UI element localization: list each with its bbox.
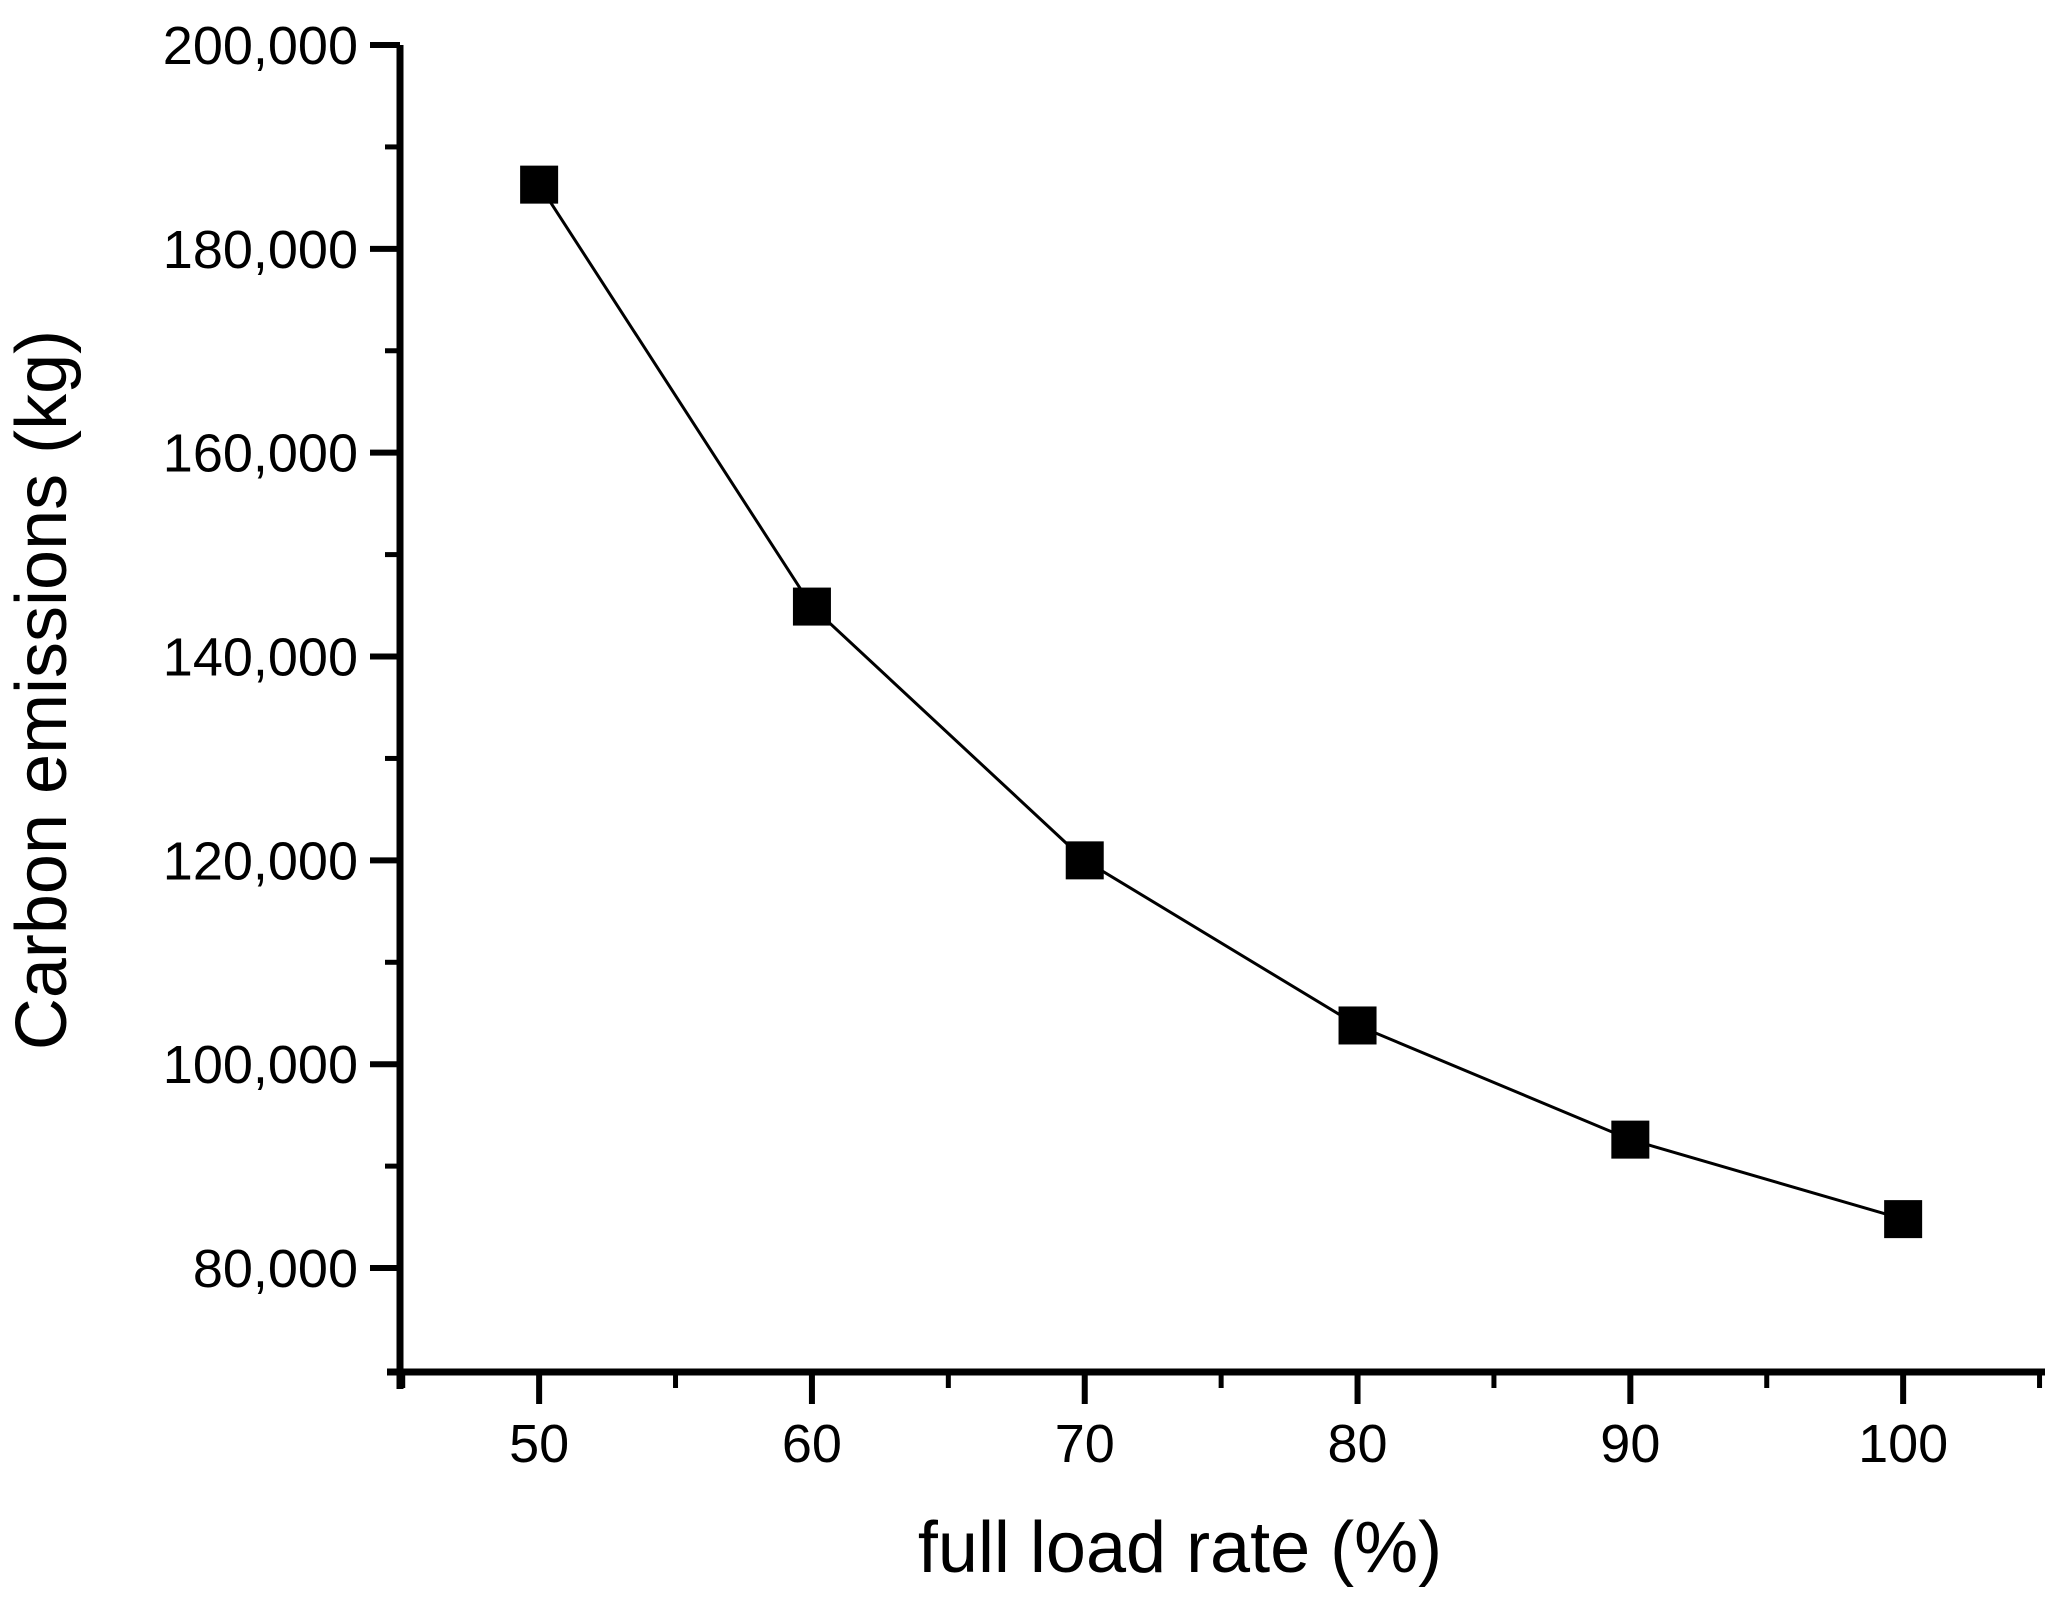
x-tick-label: 80: [1327, 1414, 1387, 1474]
x-tick-label: 90: [1600, 1414, 1660, 1474]
y-tick-label: 80,000: [193, 1239, 358, 1299]
x-tick-label: 60: [782, 1414, 842, 1474]
series-line: [537, 183, 1904, 1221]
y-tick-label: 120,000: [163, 831, 358, 891]
y-tick-label: 100,000: [163, 1035, 358, 1095]
y-tick-label: 200,000: [163, 16, 358, 76]
x-tick-label: 50: [509, 1414, 569, 1474]
x-tick-label: 100: [1858, 1414, 1948, 1474]
data-point-marker: [1611, 1120, 1650, 1159]
y-axis-title: Carbon emissions (kg): [2, 330, 82, 1050]
x-axis-title: full load rate (%): [918, 1508, 1442, 1588]
data-point-marker: [1338, 1006, 1377, 1045]
data-point-marker: [1884, 1200, 1923, 1239]
data-point-marker: [520, 165, 559, 204]
x-tick-label: 70: [1055, 1414, 1115, 1474]
y-tick-label: 180,000: [163, 220, 358, 280]
data-point-marker: [792, 587, 831, 626]
y-tick-label: 160,000: [163, 424, 358, 484]
plot-area: 50 60 70 80 90 100 200,000 180,000 160,000 140,00…: [163, 16, 2045, 1474]
data-point-marker: [1065, 841, 1104, 880]
y-tick-label: 140,000: [163, 628, 358, 688]
